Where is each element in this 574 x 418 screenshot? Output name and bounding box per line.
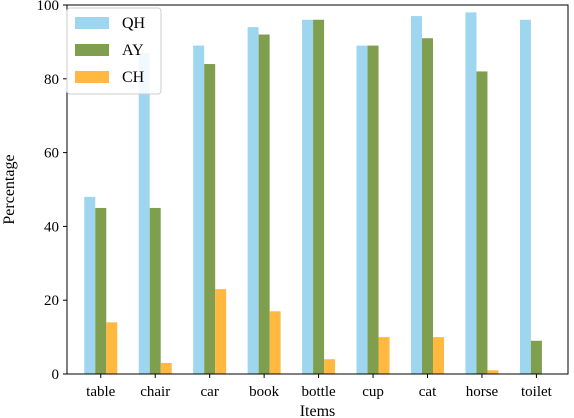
y-tick-label: 20 bbox=[44, 293, 59, 309]
bar-ay-book bbox=[258, 34, 270, 375]
bar-qh-horse bbox=[465, 12, 477, 374]
x-tick-label: horse bbox=[466, 384, 499, 400]
x-tick-label: toilet bbox=[521, 384, 553, 400]
legend-swatch-ay bbox=[75, 44, 109, 56]
x-tick-label: chair bbox=[140, 384, 170, 400]
bar-ay-cat bbox=[422, 38, 433, 375]
bar-qh-table bbox=[84, 196, 96, 374]
bar-qh-cat bbox=[411, 16, 422, 374]
bar-ay-horse bbox=[476, 71, 488, 375]
bars-layer bbox=[84, 12, 542, 375]
legend-label-ay: AY bbox=[122, 42, 144, 59]
y-axis-ticks: 0 20 40 60 80 100 bbox=[37, 0, 67, 383]
bar-qh-car bbox=[193, 45, 205, 375]
y-tick-label: 100 bbox=[37, 0, 60, 14]
plot-border bbox=[66, 4, 569, 375]
bar-ch-book bbox=[269, 311, 281, 374]
bar-ch-cat bbox=[433, 337, 444, 374]
bar-ch-car bbox=[215, 289, 227, 374]
legend: QH AY CH bbox=[66, 7, 162, 95]
y-axis-title: Percentage bbox=[1, 154, 18, 224]
bar-ay-table bbox=[95, 207, 107, 374]
x-tick-label: car bbox=[201, 384, 219, 400]
y-tick-label: 60 bbox=[44, 146, 59, 162]
x-tick-label: table bbox=[86, 384, 115, 400]
bar-ch-horse bbox=[487, 370, 499, 374]
bar-ch-table bbox=[106, 322, 118, 374]
bar-ch-chair bbox=[160, 362, 172, 374]
y-tick-label: 80 bbox=[44, 72, 59, 88]
bar-ay-cup bbox=[367, 45, 379, 375]
x-tick-label: bottle bbox=[302, 384, 337, 400]
y-tick-label: 40 bbox=[44, 219, 59, 235]
legend-swatch-qh bbox=[75, 17, 109, 29]
legend-swatch-ch bbox=[75, 71, 109, 83]
x-tick-label: cup bbox=[362, 384, 384, 400]
x-axis-title: Items bbox=[300, 403, 336, 418]
bar-ay-car bbox=[204, 64, 216, 374]
x-tick-label: book bbox=[249, 384, 280, 400]
bar-ch-bottle bbox=[324, 359, 336, 374]
bar-ay-bottle bbox=[313, 19, 325, 374]
x-axis-ticks: table chair car book bottle cup cat horse toilet bbox=[86, 374, 553, 400]
bar-qh-toilet bbox=[519, 19, 531, 374]
bar-qh-bottle bbox=[302, 19, 314, 374]
plot-frame bbox=[66, 4, 569, 375]
legend-label-qh: QH bbox=[122, 15, 146, 32]
bar-qh-cup bbox=[356, 45, 368, 375]
bar-qh-chair bbox=[138, 52, 150, 374]
bar-ay-chair bbox=[149, 207, 161, 374]
legend-label-ch: CH bbox=[122, 69, 145, 86]
bar-ay-toilet bbox=[530, 340, 542, 374]
y-tick-label: 0 bbox=[52, 367, 60, 383]
x-tick-label: cat bbox=[419, 384, 437, 400]
bar-qh-book bbox=[247, 27, 259, 374]
bar-ch-cup bbox=[378, 337, 390, 374]
